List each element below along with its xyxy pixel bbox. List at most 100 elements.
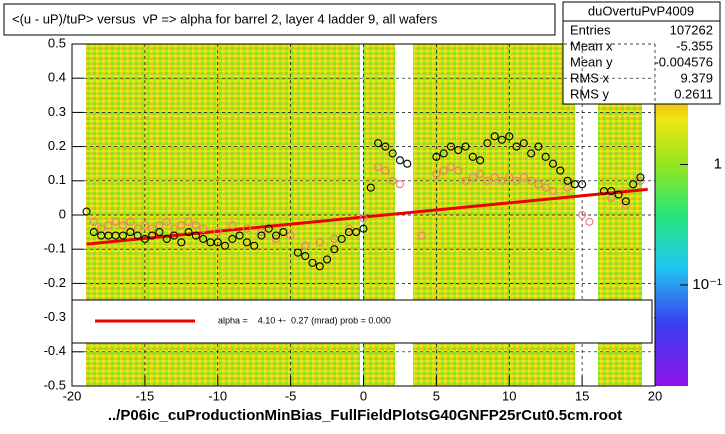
profile-point xyxy=(512,176,521,185)
profile-point xyxy=(184,217,193,226)
profile-point xyxy=(162,234,171,243)
profile-point xyxy=(519,139,528,148)
profile-point xyxy=(184,228,193,237)
profile-point xyxy=(257,228,266,237)
profile-point xyxy=(476,156,485,165)
stats-value: 9.379 xyxy=(680,70,713,85)
profile-point xyxy=(461,142,470,151)
profile-point xyxy=(497,135,507,144)
profile-point xyxy=(366,183,375,192)
profile-point xyxy=(468,152,477,161)
stats-title: duOvertuPvP4009 xyxy=(588,3,694,18)
profile-point xyxy=(126,228,135,237)
profile-point xyxy=(323,255,332,264)
profile-point xyxy=(534,142,543,151)
stats-value: 0.2611 xyxy=(674,86,713,101)
profile-point xyxy=(301,241,310,250)
profile-point xyxy=(337,234,346,243)
profile-point xyxy=(279,228,288,237)
profile-point xyxy=(111,217,120,226)
profile-point xyxy=(483,139,492,148)
profile-point xyxy=(636,176,645,185)
profile-point xyxy=(446,163,456,172)
profile-point xyxy=(527,176,536,185)
profile-point xyxy=(519,173,528,182)
profile-point xyxy=(374,163,383,172)
stats-label: RMS y xyxy=(570,86,610,101)
profile-point xyxy=(118,221,128,230)
profile-point xyxy=(578,210,587,220)
chart-title: <(u - uP)/tuP> versus vP => alpha for ba… xyxy=(12,11,438,26)
profile-point xyxy=(191,221,200,230)
profile-point xyxy=(607,187,616,196)
profile-point xyxy=(541,183,550,192)
profile-point xyxy=(359,224,368,233)
profile-point xyxy=(388,149,397,158)
stats-value: -5.355 xyxy=(676,38,713,53)
profile-point xyxy=(301,251,310,261)
y-tick-label: 0.4 xyxy=(48,70,66,85)
profile-point xyxy=(512,142,521,151)
profile-point xyxy=(271,234,281,243)
y-tick-label: 0.1 xyxy=(48,172,66,187)
profile-point xyxy=(483,176,492,185)
profile-point xyxy=(162,217,171,226)
stats-label: Mean y xyxy=(570,54,613,69)
profile-point xyxy=(89,228,98,237)
profile-point xyxy=(257,231,266,240)
x-tick-label: 5 xyxy=(433,388,440,403)
profile-point xyxy=(199,234,208,243)
x-tick-label: -15 xyxy=(135,388,154,403)
stats-box: duOvertuPvP4009 Entries 107262 Mean x -5.35… xyxy=(562,1,721,105)
profile-point xyxy=(286,231,295,240)
profile-point xyxy=(155,228,164,237)
x-tick-label: 15 xyxy=(575,388,589,403)
profile-point xyxy=(395,156,404,165)
profile-point xyxy=(308,258,317,267)
profile-point xyxy=(235,231,244,240)
profile-point xyxy=(344,224,353,233)
profile-point xyxy=(133,231,142,240)
profile-point xyxy=(432,169,441,179)
profile-point xyxy=(381,166,390,175)
profile-point xyxy=(293,248,302,257)
x-tick-label: -5 xyxy=(285,388,297,403)
profile-point xyxy=(417,231,426,240)
profile-point xyxy=(89,217,98,226)
profile-point xyxy=(140,221,149,230)
profile-point xyxy=(220,241,230,250)
profile-point xyxy=(315,262,324,271)
profile-point xyxy=(250,241,259,250)
profile-point xyxy=(621,200,630,209)
legend-label: alpha = 4.10 +- 0.27 (mrad) prob = 0.000 xyxy=(218,315,391,325)
x-tick-label: 20 xyxy=(648,388,662,403)
profile-point xyxy=(213,238,222,247)
profile-point xyxy=(578,180,587,189)
profile-point xyxy=(556,166,565,175)
profile-point xyxy=(381,142,390,151)
y-tick-label: 0.3 xyxy=(48,104,66,119)
profile-point xyxy=(505,132,514,141)
profile-point xyxy=(454,145,463,155)
profile-point xyxy=(177,221,186,230)
x-tick-label: 10 xyxy=(502,388,516,403)
title-box xyxy=(3,3,556,36)
stats-value: -0.004576 xyxy=(654,54,713,69)
profile-point xyxy=(177,238,186,247)
profile-point xyxy=(461,176,470,185)
y-tick-label: 0 xyxy=(59,206,66,221)
profile-point xyxy=(497,176,507,185)
profile-point xyxy=(395,180,404,189)
profile-point xyxy=(169,231,179,240)
stats-value: 107262 xyxy=(670,22,713,37)
x-tick-label: -20 xyxy=(63,388,82,403)
profile-point xyxy=(476,169,485,179)
profile-point xyxy=(264,224,273,233)
profile-point xyxy=(439,166,448,175)
profile-point xyxy=(315,238,324,247)
profile-point xyxy=(614,190,623,199)
profile-point xyxy=(468,173,477,182)
profile-point xyxy=(199,224,208,233)
z-tick-label: 10⁻¹ xyxy=(692,276,722,293)
y-tick-label: -0.5 xyxy=(44,377,66,392)
